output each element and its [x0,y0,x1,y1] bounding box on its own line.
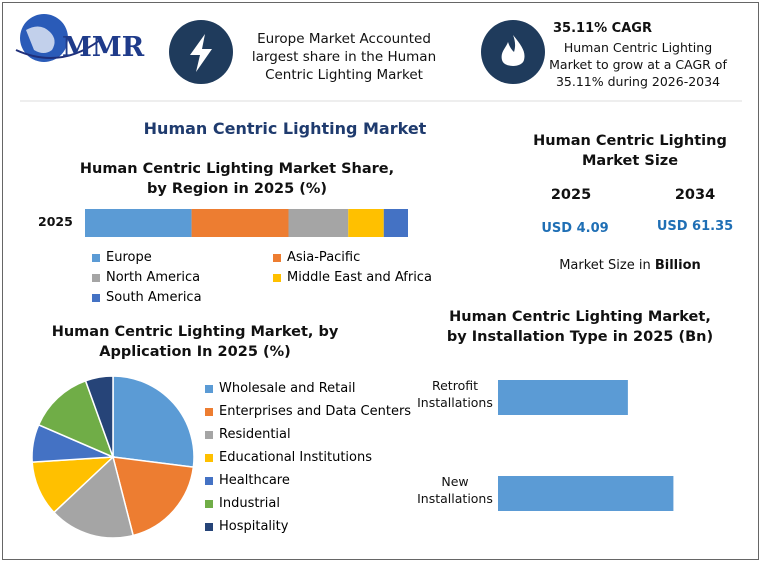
legend-item: South America [92,290,202,305]
legend-item: Hospitality [205,519,288,534]
logo-land [26,26,55,53]
bar [498,380,628,415]
legend-label: Asia-Pacific [287,250,361,265]
legend-label: Middle East and Africa [287,270,432,285]
pie-slice [112,375,195,468]
legend-label: Residential [219,427,291,442]
legend-item: Asia-Pacific [273,250,360,265]
size-value: USD 61.35 [656,219,734,234]
legend-item: Industrial [205,496,280,511]
legend-swatch [273,273,281,282]
note-text: Market Size in [559,258,651,273]
bar-segment [383,209,408,237]
size-note: Market Size in Billion [540,257,720,275]
chart-title: Human Centric Lighting Market Share, by … [79,161,395,197]
year: 2025 [550,187,592,203]
legend-label: Hospitality [219,519,289,534]
legend-item: Educational Institutions [205,450,372,465]
size-value: USD 4.09 [541,221,609,236]
legend-swatch [273,253,281,262]
pie-slice [37,379,115,459]
pie-slice [111,456,195,537]
legend-swatch [205,407,213,416]
year: 2034 [674,187,716,203]
legend-item: Middle East and Africa [273,270,432,285]
size-title: Human Centric Lighting Market Size [533,133,727,169]
chart-title: Human Centric Lighting Market, by Applic… [51,324,339,360]
category-label: 2025 [38,214,73,229]
legend-label: Industrial [219,496,280,511]
bar-segment [348,209,384,237]
bar [498,476,674,511]
highlight: Human Centric Lighting Market to grow at… [549,40,727,89]
bar-segment [191,209,289,237]
legend-swatch [205,476,213,485]
highlight: Europe Market Accounted largest share in… [251,31,437,84]
legend-swatch [205,430,213,439]
legend-label: North America [106,270,201,285]
legend-label: Wholesale and Retail [219,381,356,396]
legend-swatch [205,522,213,531]
category-label: Retrofit Installations [417,378,493,410]
legend-item: Wholesale and Retail [205,381,355,396]
legend-item: Residential [205,427,291,442]
legend-label: Europe [106,250,152,265]
legend-label: Enterprises and Data Centers [219,404,412,419]
chart-title: Human Centric Lighting Market, by Instal… [446,309,714,345]
legend-swatch [92,273,100,282]
logo-swoosh [15,39,101,59]
bar-segment [288,209,349,237]
logo-text: MMR [62,32,145,63]
legend-swatch [205,384,213,393]
highlight-title: 35.11% CAGR [553,21,652,36]
legend-swatch [205,453,213,462]
legend-item: Enterprises and Data Centers [205,404,411,419]
category-label: New Installations [417,474,493,506]
legend-swatch [92,293,100,302]
pie-slice [52,455,135,539]
legend-item: Healthcare [205,473,290,488]
legend-swatch [92,253,100,262]
icon-flame-glyph [501,35,525,66]
main-title: Human Centric Lighting Market [143,119,427,138]
legend-swatch [205,499,213,508]
legend-label: Educational Institutions [219,450,372,465]
legend-label: Healthcare [219,473,290,488]
bar-segment [85,209,192,237]
note-unit: Billion [654,258,701,273]
pie-slice [84,375,114,458]
icon-bolt-glyph [190,34,212,72]
legend-item: Europe [92,250,152,265]
legend-label: South America [106,290,202,305]
legend-item: North America [92,270,200,285]
